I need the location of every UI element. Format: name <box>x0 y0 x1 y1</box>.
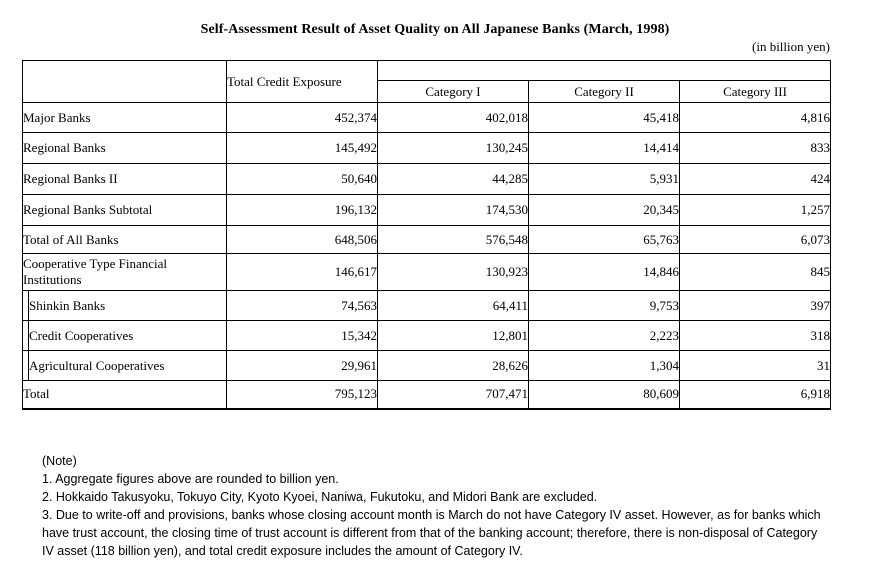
cell-cat1: 64,411 <box>377 290 529 321</box>
cell-cat3: 6,918 <box>678 380 831 409</box>
table-row-total: Total 795,123 707,471 80,609 6,918 <box>22 380 831 409</box>
cell-total: 145,492 <box>226 132 378 164</box>
cell-total: 74,563 <box>226 290 378 321</box>
row-label: Regional Banks II <box>22 163 227 195</box>
cell-cat2: 14,414 <box>528 132 680 164</box>
cell-cat1: 130,923 <box>377 253 529 291</box>
row-label: Credit Cooperatives <box>28 320 227 351</box>
note-item-2: 2. Hokkaido Takusyoku, Tokuyo City, Kyot… <box>42 490 598 504</box>
cell-cat2: 5,931 <box>528 163 680 195</box>
table-row-credit-cooperatives: Credit Cooperatives 15,342 12,801 2,223 … <box>22 320 831 351</box>
row-label: Total of All Banks <box>22 225 227 254</box>
cell-cat3: 6,073 <box>678 225 831 254</box>
row-label: Major Banks <box>22 102 227 133</box>
table-row-major-banks: Major Banks 452,374 402,018 45,418 4,816 <box>22 102 831 133</box>
cell-total: 29,961 <box>226 350 378 381</box>
table-row-total-all-banks: Total of All Banks 648,506 576,548 65,76… <box>22 225 831 254</box>
cell-cat3: 833 <box>678 132 831 164</box>
cell-cat1: 130,245 <box>377 132 529 164</box>
note-item-1: 1. Aggregate figures above are rounded t… <box>42 472 339 486</box>
row-label: Shinkin Banks <box>28 290 227 321</box>
header-category-3: Category III <box>678 80 831 103</box>
cell-cat2: 65,763 <box>528 225 680 254</box>
cell-cat3: 4,816 <box>678 102 831 133</box>
header-category-1: Category I <box>377 80 529 103</box>
row-label: Regional Banks <box>22 132 227 164</box>
cell-cat3: 397 <box>678 290 831 321</box>
header-row-1: Total Credit Exposure <box>22 60 831 103</box>
cell-cat3: 424 <box>678 163 831 195</box>
row-indent <box>22 350 29 381</box>
table-row-agricultural-cooperatives: Agricultural Cooperatives 29,961 28,626 … <box>22 350 831 381</box>
table-row-regional-banks-2: Regional Banks II 50,640 44,285 5,931 42… <box>22 163 831 195</box>
cell-cat2: 45,418 <box>528 102 680 133</box>
cell-total: 795,123 <box>226 380 378 409</box>
table-row-shinkin-banks: Shinkin Banks 74,563 64,411 9,753 397 <box>22 290 831 321</box>
unit-label: (in billion yen) <box>752 39 830 54</box>
cell-cat1: 28,626 <box>377 350 529 381</box>
row-indent <box>22 320 29 351</box>
header-categories-band <box>376 60 831 81</box>
cell-cat1: 174,530 <box>377 194 529 226</box>
note-item-3: 3. Due to write-off and provisions, bank… <box>42 508 821 558</box>
cell-cat1: 707,471 <box>377 380 529 409</box>
notes-block: (Note) 1. Aggregate figures above are ro… <box>42 452 830 560</box>
header-blank-cell <box>22 60 227 103</box>
table-row-cooperative-type: Cooperative Type Financial Institutions … <box>22 253 831 291</box>
table-row-regional-banks-subtotal: Regional Banks Subtotal 196,132 174,530 … <box>22 194 831 226</box>
cell-total: 452,374 <box>226 102 378 133</box>
cell-cat1: 12,801 <box>377 320 529 351</box>
row-label: Cooperative Type Financial Institutions <box>22 253 227 291</box>
row-indent <box>22 290 29 321</box>
cell-cat2: 2,223 <box>528 320 680 351</box>
cell-cat3: 1,257 <box>678 194 831 226</box>
cell-total: 15,342 <box>226 320 378 351</box>
cell-cat1: 402,018 <box>377 102 529 133</box>
cell-cat2: 14,846 <box>528 253 680 291</box>
row-label: Total <box>22 380 227 409</box>
cell-cat2: 9,753 <box>528 290 680 321</box>
asset-quality-table: Total Credit Exposure Category I Categor… <box>22 60 832 410</box>
cell-total: 196,132 <box>226 194 378 226</box>
cell-total: 648,506 <box>226 225 378 254</box>
note-heading: (Note) <box>42 454 77 468</box>
row-label: Agricultural Cooperatives <box>28 350 227 381</box>
header-row-2: Category I Category II Category III <box>23 80 831 103</box>
row-label: Regional Banks Subtotal <box>22 194 227 226</box>
cell-cat2: 1,304 <box>528 350 680 381</box>
table-row-regional-banks: Regional Banks 145,492 130,245 14,414 83… <box>22 132 831 164</box>
cell-cat2: 20,345 <box>528 194 680 226</box>
page-title: Self-Assessment Result of Asset Quality … <box>200 22 670 37</box>
cell-total: 146,617 <box>226 253 378 291</box>
cell-cat2: 80,609 <box>528 380 680 409</box>
cell-cat1: 576,548 <box>377 225 529 254</box>
cell-cat3: 845 <box>678 253 831 291</box>
header-category-2: Category II <box>528 80 680 103</box>
cell-cat1: 44,285 <box>377 163 529 195</box>
cell-cat3: 31 <box>678 350 831 381</box>
cell-cat3: 318 <box>678 320 831 351</box>
header-total-credit-exposure: Total Credit Exposure <box>226 60 378 103</box>
cell-total: 50,640 <box>226 163 378 195</box>
